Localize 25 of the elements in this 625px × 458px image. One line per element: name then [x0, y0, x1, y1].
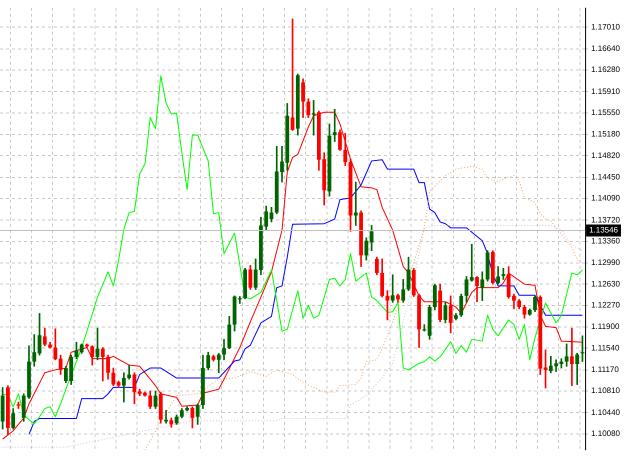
- y-tick-label: 1.17010: [591, 22, 621, 32]
- y-tick-label: 1.11540: [591, 343, 620, 352]
- y-tick-label: 1.12270: [591, 300, 621, 310]
- y-tick-label: 1.13720: [591, 215, 621, 224]
- y-tick-label: 1.14090: [591, 194, 621, 203]
- y-tick-label: 1.10440: [591, 408, 621, 417]
- y-tick-label: 1.10080: [591, 428, 621, 438]
- candlestick: [290, 18, 294, 131]
- y-tick-label: 1.12990: [591, 258, 621, 268]
- y-tick-label: 1.11170: [591, 365, 620, 374]
- y-tick-label: 1.14820: [591, 150, 621, 160]
- y-tick-label: 1.13360: [591, 236, 621, 246]
- y-tick-label: 1.16640: [591, 44, 621, 54]
- line-series: [144, 166, 583, 450]
- y-tick-label: 1.15180: [591, 130, 621, 139]
- ref-line-label: 1.13546: [589, 226, 619, 235]
- line-series: [2, 224, 583, 448]
- y-tick-label: 1.12630: [591, 279, 621, 288]
- y-tick-label: 1.11900: [591, 322, 620, 332]
- y-tick-label: 1.14450: [591, 172, 621, 182]
- y-tick-label: 1.16280: [591, 65, 621, 74]
- y-tick-label: 1.15910: [591, 86, 621, 96]
- y-tick-label: 1.15550: [591, 108, 621, 118]
- candlestick: [164, 410, 168, 424]
- y-tick-label: 1.10810: [591, 386, 621, 396]
